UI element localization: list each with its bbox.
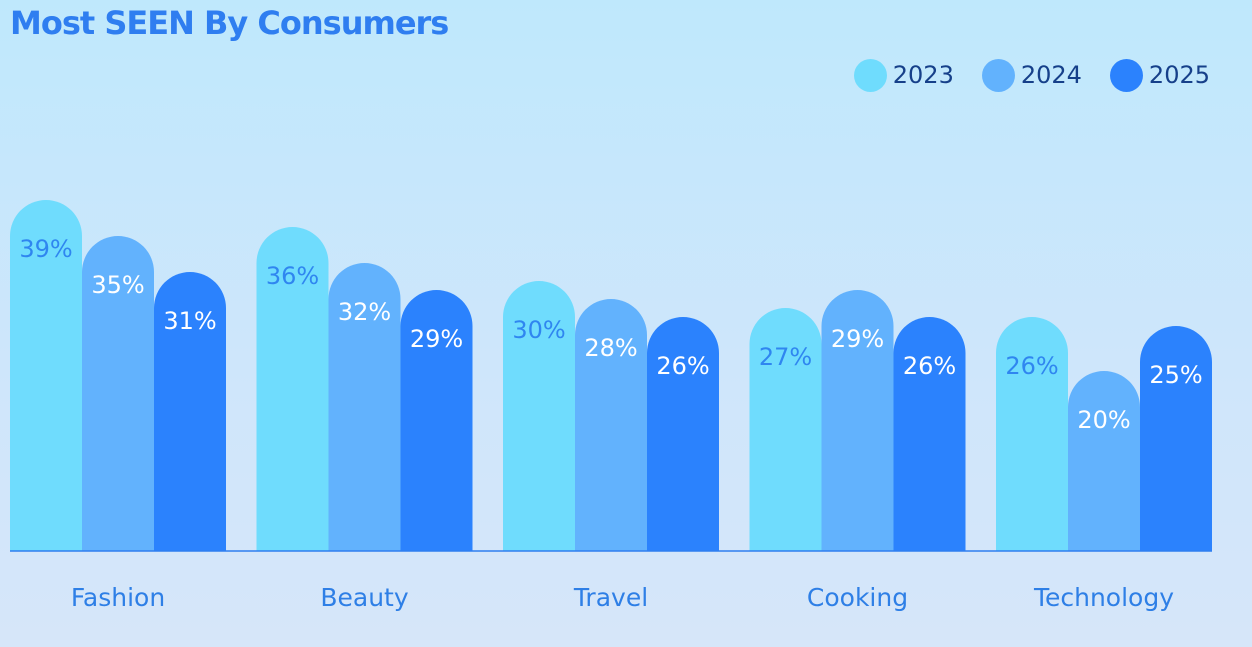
value-label-travel-2024: 28% bbox=[584, 334, 637, 362]
bar-technology-2025 bbox=[1140, 326, 1212, 551]
value-label-travel-2025: 26% bbox=[656, 352, 709, 380]
bar-beauty-2023 bbox=[256, 227, 329, 552]
value-label-fashion-2023: 39% bbox=[19, 235, 72, 263]
bar-fashion-2025 bbox=[154, 272, 226, 551]
bar-technology-2024 bbox=[1068, 371, 1140, 551]
value-label-fashion-2025: 31% bbox=[163, 307, 216, 335]
value-label-beauty-2024: 32% bbox=[338, 298, 391, 326]
legend: 2023 2024 2025 bbox=[853, 58, 1210, 92]
bar-cooking-2025 bbox=[893, 317, 966, 551]
value-label-beauty-2025: 29% bbox=[410, 325, 463, 353]
bar-cooking-2024 bbox=[821, 290, 894, 551]
bar-technology-2023 bbox=[996, 317, 1068, 551]
category-label-travel: Travel bbox=[573, 583, 648, 612]
legend-item-2025: 2025 bbox=[1109, 58, 1210, 92]
value-label-cooking-2023: 27% bbox=[759, 343, 812, 371]
bar-fashion-2024 bbox=[82, 236, 154, 552]
category-label-beauty: Beauty bbox=[320, 583, 408, 612]
legend-label-2025: 2025 bbox=[1148, 61, 1210, 89]
category-label-cooking: Cooking bbox=[807, 583, 908, 612]
legend-swatch-2023 bbox=[853, 58, 887, 92]
bar-travel-2023 bbox=[503, 281, 575, 551]
legend-swatch-2024 bbox=[981, 58, 1015, 92]
category-label-fashion: Fashion bbox=[71, 583, 165, 612]
legend-swatch-2025 bbox=[1109, 58, 1143, 92]
legend-item-2023: 2023 bbox=[853, 58, 954, 92]
bar-cooking-2023 bbox=[749, 308, 822, 551]
bar-travel-2025 bbox=[647, 317, 719, 551]
value-label-technology-2023: 26% bbox=[1005, 352, 1058, 380]
bar-beauty-2025 bbox=[400, 290, 473, 551]
value-label-travel-2023: 30% bbox=[512, 316, 565, 344]
value-label-fashion-2024: 35% bbox=[91, 271, 144, 299]
value-label-beauty-2023: 36% bbox=[266, 262, 319, 290]
legend-label-2023: 2023 bbox=[892, 61, 954, 89]
value-label-cooking-2025: 26% bbox=[903, 352, 956, 380]
value-label-technology-2025: 25% bbox=[1149, 361, 1202, 389]
value-label-technology-2024: 20% bbox=[1077, 406, 1130, 434]
bar-fashion-2023 bbox=[10, 200, 82, 551]
bar-travel-2024 bbox=[575, 299, 647, 551]
legend-item-2024: 2024 bbox=[981, 58, 1082, 92]
legend-label-2024: 2024 bbox=[1020, 61, 1082, 89]
value-label-cooking-2024: 29% bbox=[831, 325, 884, 353]
category-label-technology: Technology bbox=[1033, 583, 1174, 612]
bar-beauty-2024 bbox=[328, 263, 401, 551]
chart-title: Most SEEN By Consumers bbox=[10, 4, 449, 42]
